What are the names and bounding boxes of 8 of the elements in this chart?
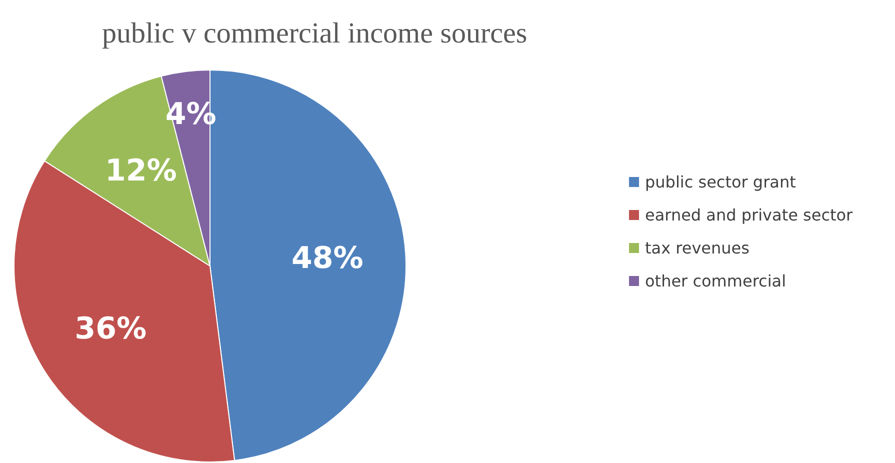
chart-title: public v commercial income sources	[102, 18, 528, 50]
legend-label: other commercial	[645, 272, 786, 290]
legend-label: tax revenues	[645, 238, 750, 258]
legend-label: earned and private sector	[645, 206, 854, 224]
data-label: 36%	[74, 312, 147, 347]
legend-label: public sector grant	[645, 172, 796, 192]
data-label: 12%	[104, 153, 177, 188]
data-label: 48%	[291, 241, 364, 276]
